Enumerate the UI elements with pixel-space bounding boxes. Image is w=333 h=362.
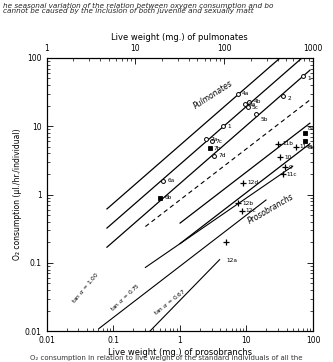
Text: 6a: 6a [168,178,175,183]
Text: 1: 1 [227,124,231,129]
Text: 5c: 5c [252,105,259,110]
Text: 10: 10 [284,155,291,160]
Text: 6b: 6b [165,195,172,200]
Text: 11a: 11a [299,144,310,149]
Text: 4a: 4a [242,91,249,96]
Text: 8a: 8a [307,126,315,131]
Text: Prosobranchs: Prosobranchs [246,192,296,225]
Text: 8b: 8b [307,145,315,150]
Text: 4b: 4b [253,99,261,104]
Text: 12b: 12b [242,201,253,206]
Text: 12d: 12d [247,180,258,185]
Text: O₂ consumption in relation to live weight of the standard individuals of all the: O₂ consumption in relation to live weigh… [30,355,303,361]
Text: tan $\alpha$ = 0.67: tan $\alpha$ = 0.67 [152,287,187,317]
Text: Pulmonates: Pulmonates [191,79,234,111]
Text: 1: 1 [307,76,311,81]
Text: tan $\alpha$ = 1.00: tan $\alpha$ = 1.00 [69,270,101,305]
Text: 5a: 5a [249,102,256,107]
Text: 11b: 11b [282,142,293,147]
Text: 9: 9 [288,165,292,170]
Y-axis label: O₂ consumption (μl./hr./individual): O₂ consumption (μl./hr./individual) [13,129,22,260]
X-axis label: Live weight (mg.) of prosobranchs: Live weight (mg.) of prosobranchs [108,348,252,357]
X-axis label: Live weight (mg.) of pulmonates: Live weight (mg.) of pulmonates [112,33,248,42]
Text: 7c: 7c [216,139,223,144]
Text: 5b: 5b [260,117,268,122]
Text: 11c: 11c [287,172,297,177]
Text: 7d: 7d [218,153,226,158]
Text: 7b: 7b [214,146,221,151]
Text: 12a: 12a [226,258,237,262]
Text: cannot be caused by the inclusion of both juvenile and sexually matt: cannot be caused by the inclusion of bot… [3,8,254,14]
Text: tan $\alpha$ = 0.75: tan $\alpha$ = 0.75 [109,281,142,313]
Text: he seasonal variation of the relation between oxygen consumption and bo: he seasonal variation of the relation be… [3,3,274,9]
Text: 7a: 7a [210,136,218,142]
Text: 12c: 12c [246,208,256,213]
Text: 2: 2 [287,96,291,101]
